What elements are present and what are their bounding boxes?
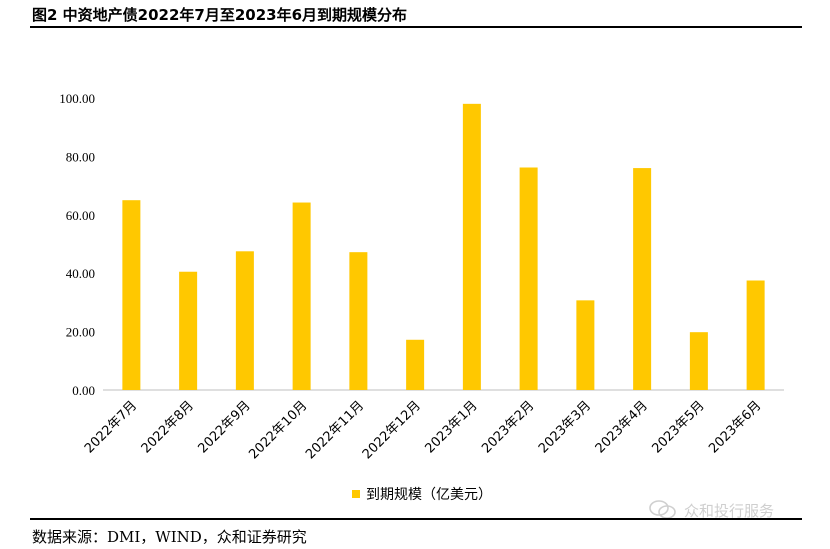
title-rule [30,26,802,28]
bar [462,103,481,390]
watermark-text: 众和投行服务 [684,501,775,520]
x-tick-label: 2023年2月 [479,398,537,456]
legend-label: 到期规模（亿美元） [366,487,492,503]
bar [406,339,425,390]
bar [746,280,765,390]
watermark: 众和投行服务 [648,499,774,521]
x-tick-label: 2023年4月 [593,398,651,456]
bottom-rule [30,518,802,520]
y-tick-label: 20.00 [66,325,95,340]
source-note: 数据来源：DMI，WIND，众和证券研究 [32,528,307,546]
y-tick-label: 60.00 [66,208,95,223]
bar [576,300,595,390]
figure-title: 图2 中资地产债2022年7月至2023年6月到期规模分布 [32,6,408,24]
y-tick-label: 80.00 [66,149,95,164]
x-tick-label: 2023年5月 [649,398,707,456]
bar [235,251,254,390]
x-tick-label: 2022年11月 [303,398,367,462]
x-tick-label: 2022年9月 [195,398,253,456]
bar [519,167,538,390]
x-tick-label: 2022年8月 [139,398,197,456]
bar [633,168,652,390]
y-tick-label: 0.00 [72,383,95,398]
bar [349,252,368,390]
x-tick-label: 2023年1月 [422,398,480,456]
bar [179,271,198,390]
legend: 到期规模（亿美元） [0,484,830,504]
x-tick-label: 2022年7月 [82,398,140,456]
bar [689,332,708,390]
x-tick-label: 2023年3月 [536,398,594,456]
x-tick-label: 2022年12月 [360,398,424,462]
y-axis-ticks: 0.00 20.00 40.00 60.00 80.00 100.00 [59,91,95,398]
bars [122,103,765,390]
y-tick-label: 40.00 [66,266,95,281]
x-tick-label: 2022年10月 [246,398,310,462]
bar [122,200,141,390]
y-tick-label: 100.00 [59,91,95,106]
x-axis-ticks: 2022年7月2022年8月2022年9月2022年10月2022年11月202… [82,398,764,462]
legend-swatch [352,490,360,498]
x-tick-label: 2023年6月 [706,398,764,456]
bar [292,202,311,390]
